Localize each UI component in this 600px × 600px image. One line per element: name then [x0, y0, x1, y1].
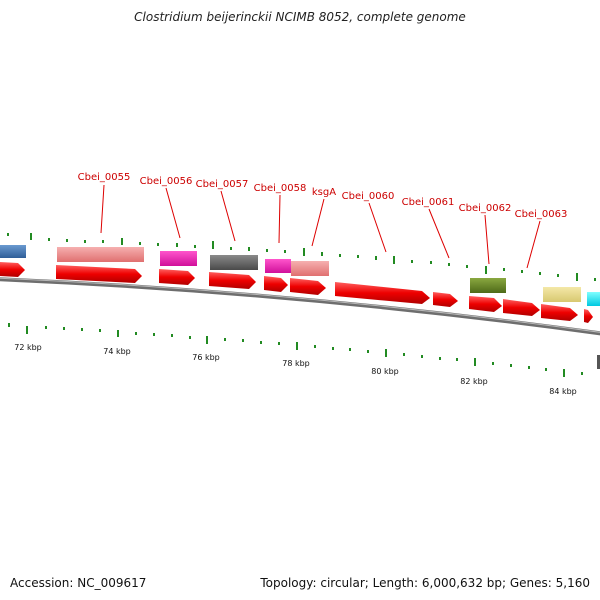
gene-box-pink-0055	[57, 247, 144, 262]
accession-text: Accession: NC_009617	[10, 576, 147, 590]
cds-arrow	[159, 269, 195, 285]
cds-arrow	[584, 309, 593, 323]
gene-box-cyan	[587, 292, 600, 306]
gene-box-magenta-0058	[265, 259, 291, 273]
kbp-label-78: 78 kbp	[282, 359, 310, 368]
gene-label-cbei-0056: Cbei_0056	[140, 176, 193, 187]
kbp-label-72: 72 kbp	[14, 343, 42, 352]
gene-label-cbei-0060: Cbei_0060	[342, 191, 395, 202]
gene-box-blue	[0, 245, 26, 258]
gene-box-olive-0062	[470, 278, 506, 293]
kbp-label-76: 76 kbp	[192, 353, 220, 362]
gene-label-ksga: ksgA	[312, 187, 336, 198]
cds-arrow	[335, 282, 430, 304]
genome-backbone	[0, 277, 600, 336]
kbp-label-82: 82 kbp	[460, 377, 488, 386]
gc-ticks-outer	[7, 233, 596, 281]
gene-track-upper	[0, 245, 600, 306]
gene-label-cbei-0063: Cbei_0063	[515, 209, 568, 220]
cds-track	[0, 262, 593, 323]
gene-label-cbei-0061: Cbei_0061	[402, 197, 455, 208]
cds-arrow	[541, 304, 578, 321]
gene-box-magenta-0056	[160, 251, 197, 266]
cds-arrow	[264, 276, 288, 292]
cds-arrow	[469, 296, 502, 312]
cds-arrow	[209, 272, 256, 289]
gene-box-khaki-0063	[543, 287, 581, 302]
kbp-label-74: 74 kbp	[103, 347, 131, 356]
map-edge-marker	[597, 355, 600, 369]
gene-label-cbei-0062: Cbei_0062	[459, 203, 512, 214]
topology-text: Topology: circular; Length: 6,000,632 bp…	[260, 576, 590, 590]
gene-label-cbei-0058: Cbei_0058	[254, 183, 307, 194]
cds-arrow	[290, 278, 326, 295]
cds-arrow	[0, 262, 25, 277]
gene-label-cbei-0057: Cbei_0057	[196, 179, 249, 190]
kbp-labels: 72 kbp 74 kbp 76 kbp 78 kbp 80 kbp 82 kb…	[14, 343, 577, 396]
map-title: Clostridium beijerinckii NCIMB 8052, com…	[134, 10, 466, 24]
cds-arrow	[503, 299, 540, 316]
gene-box-gray-0057	[210, 255, 258, 270]
cds-arrow	[433, 292, 458, 307]
kbp-label-84: 84 kbp	[549, 387, 577, 396]
cds-arrow	[56, 265, 142, 283]
kbp-label-80: 80 kbp	[371, 367, 399, 376]
gene-labels: Cbei_0055 Cbei_0056 Cbei_0057 Cbei_0058 …	[78, 172, 568, 220]
leader-lines	[100, 184, 541, 269]
gc-ticks-inner	[8, 323, 583, 377]
gene-label-cbei-0055: Cbei_0055	[78, 172, 131, 183]
gene-box-pink-ksgA	[291, 261, 329, 276]
